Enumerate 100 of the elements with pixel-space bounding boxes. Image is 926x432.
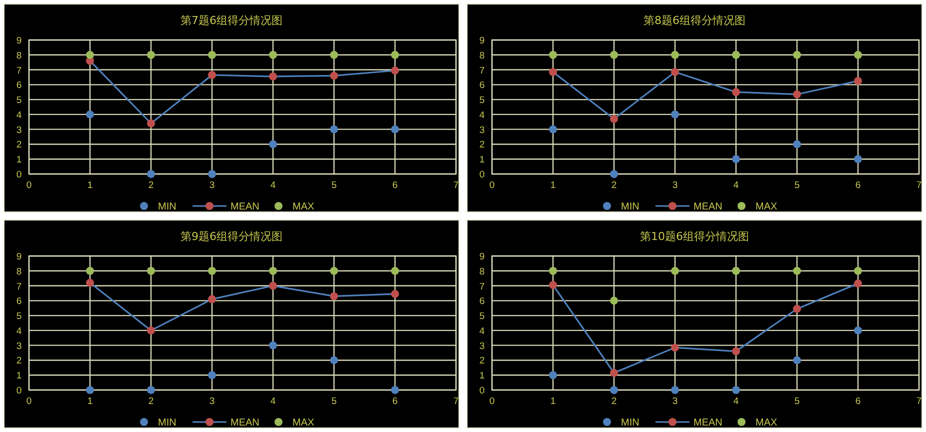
- y-tick-label: 3: [16, 124, 22, 136]
- point: [610, 368, 618, 377]
- x-tick-label: 6: [855, 396, 861, 407]
- y-tick-label: 8: [16, 50, 22, 62]
- legend-label: MAX: [756, 418, 778, 428]
- y-tick-label: 5: [479, 311, 485, 322]
- x-tick-label: 1: [87, 396, 93, 407]
- point: [147, 119, 155, 128]
- point: [610, 296, 618, 305]
- legend-label: MEAN: [694, 202, 722, 212]
- x-tick-label: 0: [26, 180, 32, 191]
- y-tick-label: 5: [479, 95, 485, 106]
- point: [208, 170, 216, 178]
- point: [269, 282, 277, 290]
- legend-label: MEAN: [230, 202, 260, 212]
- point: [854, 76, 862, 85]
- point: [549, 50, 557, 59]
- chart-title: 第8题6组得分情况图: [644, 14, 746, 27]
- y-tick-label: 3: [479, 124, 485, 136]
- legend-label: MAX: [292, 202, 314, 212]
- x-tick-label: 7: [916, 396, 922, 407]
- point: [269, 266, 277, 275]
- legend-label: MEAN: [230, 418, 260, 428]
- y-tick-label: 6: [16, 80, 22, 92]
- point: [208, 371, 216, 380]
- point: [549, 266, 557, 275]
- point: [330, 50, 338, 59]
- point: [147, 326, 155, 334]
- point: [549, 371, 557, 380]
- point: [147, 266, 155, 275]
- y-tick-label: 2: [16, 140, 22, 151]
- x-tick-label: 3: [672, 180, 678, 191]
- point: [269, 72, 277, 80]
- point: [793, 266, 801, 275]
- y-tick-label: 8: [16, 266, 22, 278]
- legend-label: MAX: [292, 418, 314, 428]
- point: [391, 290, 399, 298]
- point: [610, 170, 618, 178]
- y-tick-label: 0: [16, 170, 22, 180]
- x-tick-label: 3: [209, 396, 215, 407]
- point: [671, 68, 679, 76]
- point: [549, 281, 557, 290]
- x-tick-label: 6: [855, 180, 861, 191]
- y-tick-label: 3: [479, 340, 485, 352]
- point: [671, 386, 679, 394]
- point: [793, 140, 801, 148]
- chart-title: 第9题6组得分情况图: [180, 230, 282, 243]
- y-tick-label: 6: [479, 296, 485, 308]
- x-tick-label: 4: [733, 396, 739, 407]
- x-tick-label: 7: [453, 396, 459, 407]
- point: [610, 386, 618, 394]
- y-tick-label: 9: [16, 252, 22, 262]
- point: [732, 155, 740, 164]
- y-tick-label: 0: [479, 170, 485, 180]
- y-tick-label: 2: [479, 356, 485, 367]
- y-tick-label: 5: [16, 95, 22, 106]
- y-tick-label: 5: [16, 311, 22, 322]
- y-tick-label: 1: [16, 370, 22, 382]
- point: [793, 50, 801, 59]
- x-tick-label: 1: [87, 180, 93, 191]
- point: [391, 50, 399, 59]
- y-tick-label: 7: [479, 281, 485, 292]
- y-tick-label: 2: [16, 356, 22, 367]
- point: [610, 114, 618, 123]
- x-tick-label: 5: [794, 396, 800, 407]
- point: [147, 50, 155, 59]
- y-tick-label: 0: [16, 386, 22, 396]
- point: [208, 70, 216, 79]
- point: [854, 326, 862, 334]
- y-tick-label: 2: [479, 140, 485, 151]
- x-tick-label: 1: [550, 180, 556, 191]
- point: [391, 66, 399, 75]
- point: [671, 266, 679, 275]
- x-tick-label: 6: [392, 180, 398, 191]
- point: [854, 266, 862, 275]
- point: [671, 50, 679, 59]
- legend-label: MIN: [158, 202, 176, 212]
- point: [208, 266, 216, 275]
- point: [549, 68, 557, 76]
- point: [330, 292, 338, 300]
- point: [269, 50, 277, 59]
- y-tick-label: 4: [479, 326, 485, 337]
- point: [854, 155, 862, 164]
- point: [610, 50, 618, 59]
- point: [208, 295, 216, 304]
- x-tick-label: 5: [331, 180, 337, 191]
- point: [854, 50, 862, 59]
- x-tick-label: 3: [672, 396, 678, 407]
- chart-title: 第10题6组得分情况图: [640, 230, 749, 243]
- point: [86, 110, 94, 118]
- y-tick-label: 7: [16, 281, 22, 292]
- x-tick-label: 7: [916, 180, 922, 191]
- y-tick-label: 6: [479, 80, 485, 92]
- y-tick-label: 8: [479, 266, 485, 278]
- point: [147, 386, 155, 394]
- point: [86, 266, 94, 275]
- point: [732, 386, 740, 394]
- point: [269, 341, 277, 350]
- x-tick-label: 2: [148, 180, 154, 191]
- legend-label: MIN: [158, 418, 176, 428]
